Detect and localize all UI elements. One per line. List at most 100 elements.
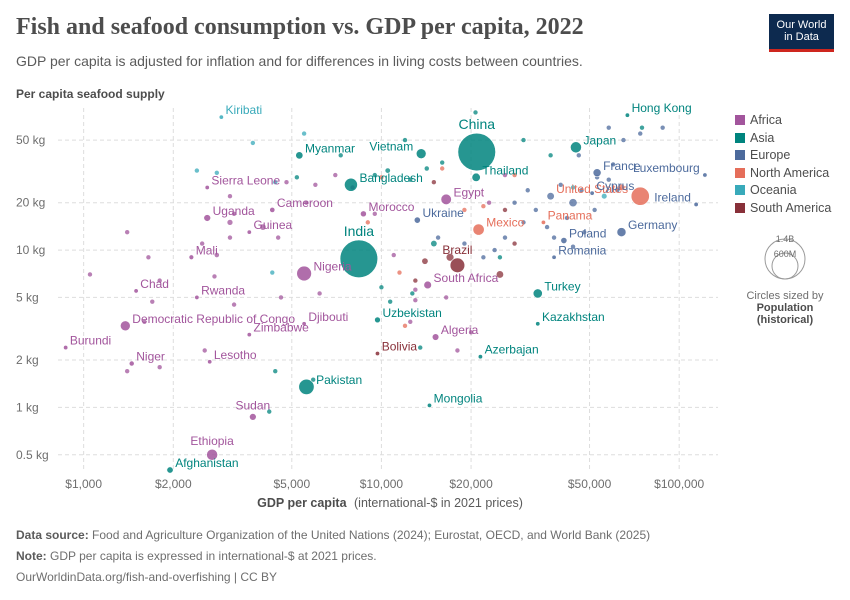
data-point[interactable] [379, 285, 384, 290]
data-point[interactable] [440, 160, 445, 165]
data-point-guinea[interactable] [246, 229, 252, 235]
legend-item-europe[interactable]: Europe [735, 148, 790, 162]
data-point-kazakhstan[interactable] [535, 321, 541, 327]
data-point-nigeria[interactable] [296, 265, 312, 282]
data-point[interactable] [551, 235, 557, 240]
data-point[interactable] [150, 299, 155, 304]
data-point[interactable] [338, 153, 343, 158]
data-point[interactable] [408, 177, 413, 182]
data-point-panama[interactable] [540, 219, 546, 225]
data-point-burundi[interactable] [63, 345, 69, 351]
data-point[interactable] [391, 252, 396, 258]
data-point[interactable] [379, 175, 384, 180]
data-point[interactable] [440, 166, 445, 171]
data-point-mexico[interactable] [472, 223, 485, 236]
data-point-azerbajan[interactable] [477, 354, 483, 360]
data-point-thailand[interactable] [471, 172, 481, 182]
data-point[interactable] [260, 224, 266, 230]
data-point[interactable] [227, 194, 233, 199]
data-point-india[interactable] [339, 239, 379, 278]
data-point[interactable] [214, 252, 220, 258]
data-point[interactable] [157, 278, 162, 283]
data-point[interactable] [199, 241, 205, 246]
data-point[interactable] [275, 235, 281, 240]
data-point[interactable] [365, 220, 371, 225]
data-point-sierra-leone[interactable] [204, 184, 210, 190]
data-point-niger[interactable] [128, 360, 135, 367]
data-point[interactable] [313, 182, 318, 187]
data-point[interactable] [502, 172, 508, 178]
data-point-japan[interactable] [570, 141, 582, 154]
data-point[interactable] [413, 298, 418, 303]
data-point[interactable] [408, 319, 413, 325]
data-point[interactable] [278, 295, 284, 300]
data-point[interactable] [273, 180, 278, 185]
data-point-cyprus[interactable] [589, 190, 595, 196]
data-point[interactable] [468, 330, 474, 335]
data-point[interactable] [639, 125, 645, 130]
data-point[interactable] [410, 291, 415, 296]
data-point[interactable] [146, 255, 151, 260]
data-point[interactable] [621, 137, 626, 143]
data-point[interactable] [544, 224, 550, 230]
data-point-algeria[interactable] [431, 333, 440, 341]
data-point[interactable] [142, 319, 147, 325]
data-point[interactable] [250, 140, 256, 146]
data-point[interactable] [660, 125, 665, 130]
data-point-chad[interactable] [133, 288, 139, 294]
data-point[interactable] [446, 253, 454, 261]
data-point-djibouti[interactable] [301, 321, 307, 327]
data-point[interactable] [473, 110, 478, 115]
data-point-united-states[interactable] [630, 186, 650, 206]
data-point[interactable] [157, 365, 162, 370]
data-point[interactable] [430, 240, 437, 247]
data-point[interactable] [87, 272, 93, 277]
data-point-lesotho[interactable] [207, 359, 213, 365]
data-point-bolivia[interactable] [374, 351, 380, 357]
data-point[interactable] [301, 131, 307, 136]
data-point[interactable] [284, 180, 289, 185]
data-point-luxembourg[interactable] [702, 172, 708, 178]
legend-item-south-america[interactable]: South America [735, 201, 831, 215]
data-point-democratic-republic-of-congo[interactable] [120, 320, 131, 332]
owid-logo[interactable]: Our World in Data [769, 14, 834, 52]
data-point[interactable] [413, 278, 418, 283]
data-point[interactable] [521, 137, 526, 143]
data-point[interactable] [502, 207, 508, 213]
data-point[interactable] [267, 409, 272, 414]
data-point-vietnam[interactable] [415, 148, 427, 159]
data-point-zimbabwe[interactable] [246, 332, 252, 338]
data-point[interactable] [576, 153, 581, 158]
data-point[interactable] [512, 241, 517, 246]
data-point[interactable] [443, 295, 449, 300]
data-point-china[interactable] [457, 132, 496, 172]
data-point-kiribati[interactable] [218, 114, 224, 120]
data-point[interactable] [512, 200, 517, 205]
data-point[interactable] [569, 198, 577, 207]
data-point[interactable] [455, 348, 460, 353]
data-point[interactable] [558, 182, 563, 187]
data-point[interactable] [610, 162, 616, 167]
legend-item-africa[interactable]: Africa [735, 113, 782, 127]
data-point-uganda[interactable] [203, 214, 211, 222]
data-point[interactable] [231, 302, 237, 307]
data-point[interactable] [124, 229, 130, 235]
data-point[interactable] [387, 299, 393, 304]
data-point-hong-kong[interactable] [624, 112, 630, 118]
source-url-text[interactable]: OurWorldinData.org/fish-and-overfishing … [16, 570, 277, 584]
data-point[interactable] [317, 291, 322, 296]
legend-item-asia[interactable]: Asia [735, 131, 774, 145]
data-point-afghanistan[interactable] [166, 466, 174, 474]
data-point[interactable] [492, 247, 497, 253]
data-point-south-africa[interactable] [423, 280, 432, 290]
data-point[interactable] [486, 200, 492, 205]
data-point[interactable] [372, 211, 377, 217]
data-point-brazil[interactable] [449, 257, 466, 273]
data-point[interactable] [618, 184, 625, 191]
data-point[interactable] [582, 229, 587, 235]
data-point[interactable] [422, 258, 428, 265]
data-point[interactable] [435, 235, 441, 240]
data-point[interactable] [270, 270, 275, 275]
data-point-ukraine[interactable] [413, 216, 421, 224]
data-point[interactable] [592, 207, 597, 213]
